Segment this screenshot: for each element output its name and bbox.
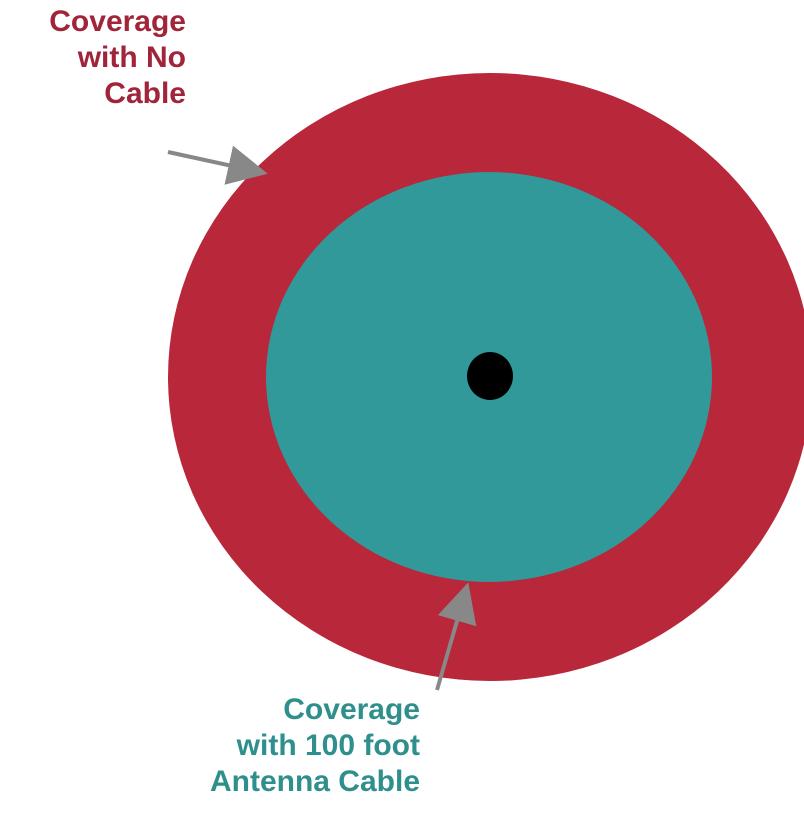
no-cable-label-line-3: Cable [104,77,186,110]
antenna-cable-pointer-arrow [435,582,477,691]
antenna-center-dot [467,352,513,400]
antenna-cable-label-line-3: Antenna Cable [209,765,420,798]
no-cable-coverage-label: Coverage with No Cable [49,4,186,112]
no-cable-pointer-arrow [167,145,268,185]
no-cable-label-line-1: Coverage [49,5,186,38]
antenna-cable-label-line-1: Coverage [283,693,420,726]
no-cable-label-line-2: with No [77,41,186,74]
antenna-cable-label-line-2: with 100 foot [236,729,420,762]
antenna-cable-coverage-label: Coverage with 100 foot Antenna Cable [210,692,420,800]
